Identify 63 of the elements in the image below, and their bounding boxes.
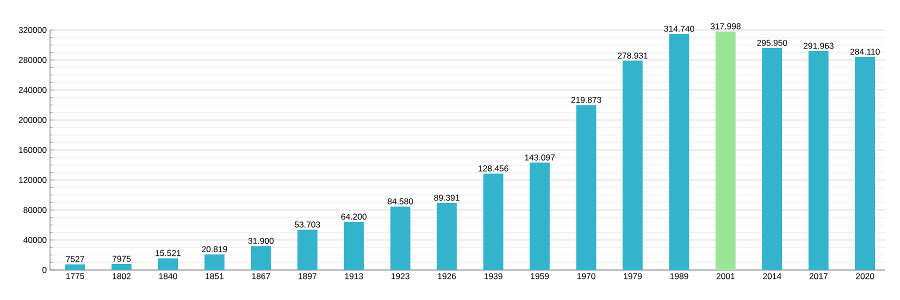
x-tick-label: 2017 — [810, 273, 828, 280]
x-tick-label: 1802 — [112, 273, 131, 280]
y-tick-label: 80000 — [24, 206, 46, 214]
bar — [855, 56, 876, 270]
data-label: 89.391 — [434, 194, 460, 201]
x-tick-label: 2014 — [763, 273, 782, 280]
y-tick-label: 160000 — [19, 146, 46, 153]
data-label: 284.110 — [850, 48, 880, 55]
x-tick-label: 1989 — [670, 273, 688, 280]
data-label: 219.873 — [571, 96, 602, 103]
x-tick-label: 2001 — [716, 273, 735, 280]
bar — [762, 48, 782, 270]
data-label: 15.521 — [156, 250, 181, 256]
y-tick-label: 240000 — [18, 86, 46, 93]
bar — [344, 222, 364, 270]
bar — [250, 246, 271, 270]
x-tick-label: 1867 — [252, 273, 270, 280]
y-tick-label: 0 — [42, 266, 46, 274]
x-tick-label: 1775 — [66, 273, 84, 280]
data-label: 20.819 — [202, 246, 228, 252]
x-tick-label: 1939 — [484, 273, 502, 280]
x-tick-label: 1970 — [577, 273, 596, 280]
data-label: 291.963 — [804, 42, 834, 49]
bar — [390, 206, 410, 270]
x-tick-label: 1979 — [624, 273, 642, 280]
data-label: 278.931 — [618, 52, 648, 59]
bar — [576, 105, 596, 270]
bar — [436, 202, 457, 270]
x-tick-label: 1851 — [206, 273, 224, 280]
bar — [204, 254, 224, 270]
x-tick-label: 1926 — [438, 273, 456, 280]
bar — [530, 162, 550, 270]
y-tick-label: 280000 — [18, 56, 46, 63]
data-label: 31.900 — [248, 238, 274, 244]
y-tick-label: 200000 — [18, 116, 46, 123]
y-tick-label: 320000 — [18, 26, 46, 33]
y-tick-label: 120000 — [19, 176, 46, 183]
bar — [808, 51, 829, 270]
data-label: 84.580 — [388, 198, 414, 204]
data-label: 7975 — [112, 256, 131, 262]
data-label: 7527 — [66, 256, 84, 262]
data-label: 64.200 — [341, 214, 367, 220]
bar — [669, 34, 690, 270]
x-tick-label: 1840 — [159, 273, 178, 280]
x-tick-label: 1923 — [392, 273, 410, 280]
bar — [158, 258, 178, 270]
data-label: 143.097 — [525, 154, 555, 160]
x-tick-label: 1959 — [530, 273, 549, 280]
bar — [112, 264, 132, 270]
data-label: 295.950 — [757, 40, 788, 46]
x-tick-label: 2020 — [856, 273, 874, 280]
data-label: 53.703 — [294, 222, 320, 228]
bar — [297, 230, 318, 270]
bar — [65, 264, 86, 270]
x-tick-label: 1897 — [298, 273, 316, 280]
data-label: 128.456 — [478, 165, 508, 172]
y-tick-label: 40000 — [23, 236, 46, 244]
data-label: 314.740 — [664, 26, 694, 32]
bar — [483, 174, 504, 270]
bar — [622, 60, 643, 270]
bar — [716, 32, 736, 270]
data-label: 317.998 — [710, 23, 741, 30]
x-tick-label: 1913 — [345, 273, 363, 280]
